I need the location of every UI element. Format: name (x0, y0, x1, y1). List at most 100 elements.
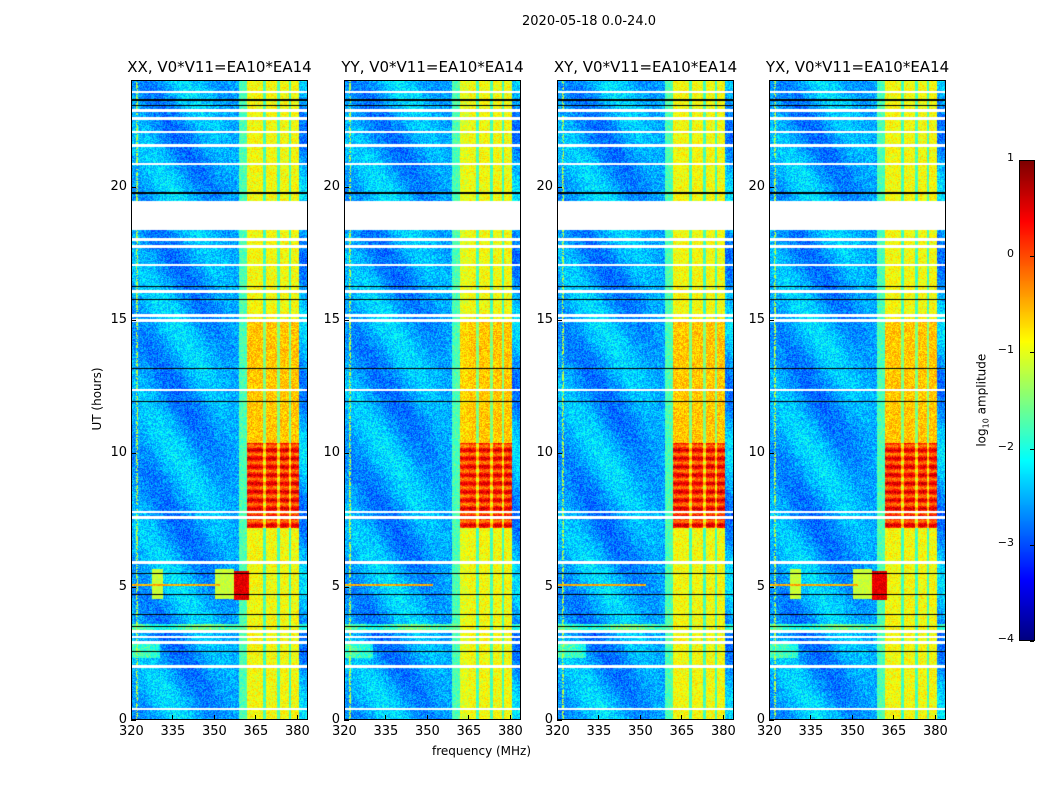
x-tick-mark (681, 715, 683, 720)
panel-title: YX, V0*V11=EA10*EA14 (765, 58, 950, 76)
y-tick-mark (769, 186, 774, 188)
x-tick-mark (468, 715, 470, 720)
figure-title: 2020-05-18 0.0-24.0 (522, 14, 656, 29)
colorbar-tick-mark (1030, 544, 1034, 546)
heatmap-image (345, 81, 520, 719)
y-tick-mark (131, 720, 136, 721)
panel-title: XX, V0*V11=EA10*EA14 (127, 58, 312, 76)
y-tick-label: 0 (118, 712, 127, 727)
y-tick-mark (769, 453, 774, 455)
colorbar-label-subscript: 10 (981, 418, 991, 429)
x-tick-label: 350 (201, 724, 227, 739)
y-tick-label: 0 (331, 712, 340, 727)
x-tick-label: 350 (414, 724, 440, 739)
x-tick-mark (557, 715, 558, 720)
colorbar (1019, 160, 1035, 641)
x-tick-label: 320 (332, 724, 357, 739)
y-tick-mark (769, 720, 774, 721)
y-tick-mark (557, 586, 562, 588)
heatmap-panel (557, 80, 734, 720)
x-tick-label: 320 (119, 724, 144, 739)
x-tick-mark (344, 715, 345, 720)
y-tick-mark (557, 320, 562, 321)
colorbar-tick-mark (1030, 641, 1034, 642)
y-tick-label: 5 (544, 578, 553, 594)
colorbar-tick-label: −4 (997, 632, 1014, 645)
y-tick-label: 15 (536, 312, 553, 327)
colorbar-tick-mark (1030, 256, 1034, 258)
y-tick-label: 20 (536, 178, 553, 194)
colorbar-tick-label: −3 (997, 535, 1014, 549)
x-tick-mark (131, 715, 132, 720)
y-tick-label: 5 (756, 578, 765, 594)
x-tick-label: 350 (627, 724, 653, 739)
heatmap-image (558, 81, 733, 719)
y-tick-mark (557, 186, 562, 188)
colorbar-tick-mark (1030, 160, 1034, 161)
x-tick-mark (255, 715, 257, 720)
x-tick-mark (172, 715, 174, 720)
y-tick-label: 0 (756, 712, 765, 727)
colorbar-tick-label: −1 (997, 343, 1014, 357)
y-tick-label: 20 (748, 178, 765, 194)
y-tick-label: 20 (110, 178, 127, 194)
x-tick-label: 380 (284, 724, 310, 739)
y-tick-mark (344, 453, 349, 455)
x-tick-mark (426, 715, 428, 720)
y-tick-label: 10 (110, 445, 127, 461)
y-tick-label: 5 (331, 578, 340, 594)
x-tick-label: 335 (373, 724, 399, 739)
x-tick-mark (385, 715, 387, 720)
x-tick-mark (769, 715, 770, 720)
colorbar-tick-mark (1030, 352, 1034, 354)
panel-title: YY, V0*V11=EA10*EA14 (341, 58, 524, 76)
x-tick-mark (893, 715, 895, 720)
y-tick-mark (557, 453, 562, 455)
x-tick-mark (851, 715, 853, 720)
y-tick-mark (344, 586, 349, 588)
y-tick-label: 15 (748, 312, 765, 327)
colorbar-tick-label: −2 (997, 439, 1014, 453)
colorbar-tick-label: 1 (1007, 151, 1014, 164)
panel-title: XY, V0*V11=EA10*EA14 (553, 58, 738, 76)
heatmap-panel (131, 80, 308, 720)
y-tick-mark (769, 586, 774, 588)
x-tick-label: 365 (456, 724, 482, 739)
heatmap-panel (769, 80, 946, 720)
x-tick-label: 335 (586, 724, 612, 739)
x-tick-label: 335 (160, 724, 186, 739)
x-tick-label: 335 (798, 724, 824, 739)
x-tick-label: 365 (881, 724, 907, 739)
x-tick-label: 365 (669, 724, 695, 739)
y-tick-label: 20 (323, 178, 340, 194)
y-tick-mark (131, 186, 136, 188)
x-tick-mark (810, 715, 812, 720)
colorbar-tick-label: 0 (1007, 247, 1014, 261)
x-tick-mark (934, 715, 936, 720)
x-tick-mark (296, 715, 298, 720)
y-tick-label: 10 (536, 445, 553, 461)
y-axis-label: UT (hours) (90, 367, 104, 431)
x-tick-label: 350 (839, 724, 865, 739)
x-tick-mark (213, 715, 215, 720)
y-tick-label: 10 (748, 445, 765, 461)
x-tick-label: 380 (497, 724, 523, 739)
x-tick-mark (722, 715, 724, 720)
y-tick-label: 0 (544, 712, 553, 727)
colorbar-label-suffix: amplitude (974, 353, 989, 419)
x-tick-label: 320 (545, 724, 570, 739)
x-axis-label: frequency (MHz) (432, 744, 532, 758)
y-tick-mark (344, 720, 349, 721)
x-tick-mark (509, 715, 511, 720)
heatmap-image (770, 81, 945, 719)
colorbar-tick-mark (1030, 448, 1034, 450)
y-tick-mark (344, 186, 349, 188)
y-tick-mark (344, 320, 349, 321)
x-tick-label: 365 (243, 724, 269, 739)
y-tick-mark (131, 320, 136, 321)
heatmap-panel (344, 80, 521, 720)
y-tick-label: 10 (323, 445, 340, 461)
y-tick-mark (131, 453, 136, 455)
x-tick-label: 380 (922, 724, 948, 739)
